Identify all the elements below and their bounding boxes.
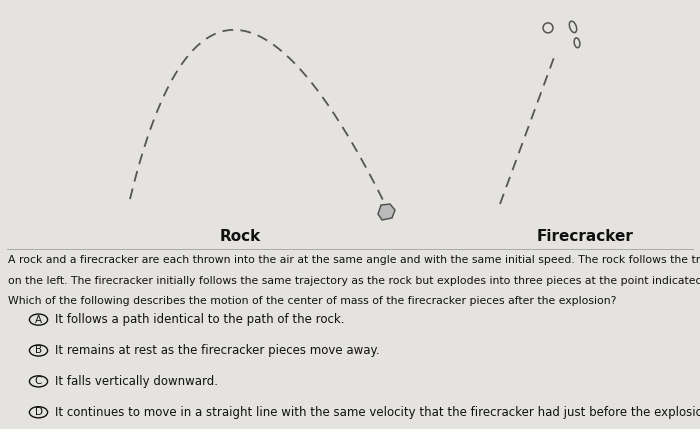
Text: Which of the following describes the motion of the center of mass of the firecra: Which of the following describes the mot… — [8, 296, 617, 306]
Text: It continues to move in a straight line with the same velocity that the firecrac: It continues to move in a straight line … — [55, 406, 700, 419]
Text: B: B — [35, 345, 42, 356]
Text: It follows a path identical to the path of the rock.: It follows a path identical to the path … — [55, 313, 344, 326]
Text: A: A — [35, 314, 42, 325]
Text: A rock and a firecracker are each thrown into the air at the same angle and with: A rock and a firecracker are each thrown… — [8, 255, 700, 265]
Polygon shape — [378, 204, 395, 220]
Text: It falls vertically downward.: It falls vertically downward. — [55, 375, 218, 388]
Text: C: C — [35, 376, 42, 387]
Text: Rock: Rock — [219, 229, 260, 244]
Text: on the left. The firecracker initially follows the same trajectory as the rock b: on the left. The firecracker initially f… — [8, 276, 700, 286]
Text: It remains at rest as the firecracker pieces move away.: It remains at rest as the firecracker pi… — [55, 344, 379, 357]
Text: D: D — [34, 407, 43, 417]
Text: Firecracker: Firecracker — [537, 229, 634, 244]
